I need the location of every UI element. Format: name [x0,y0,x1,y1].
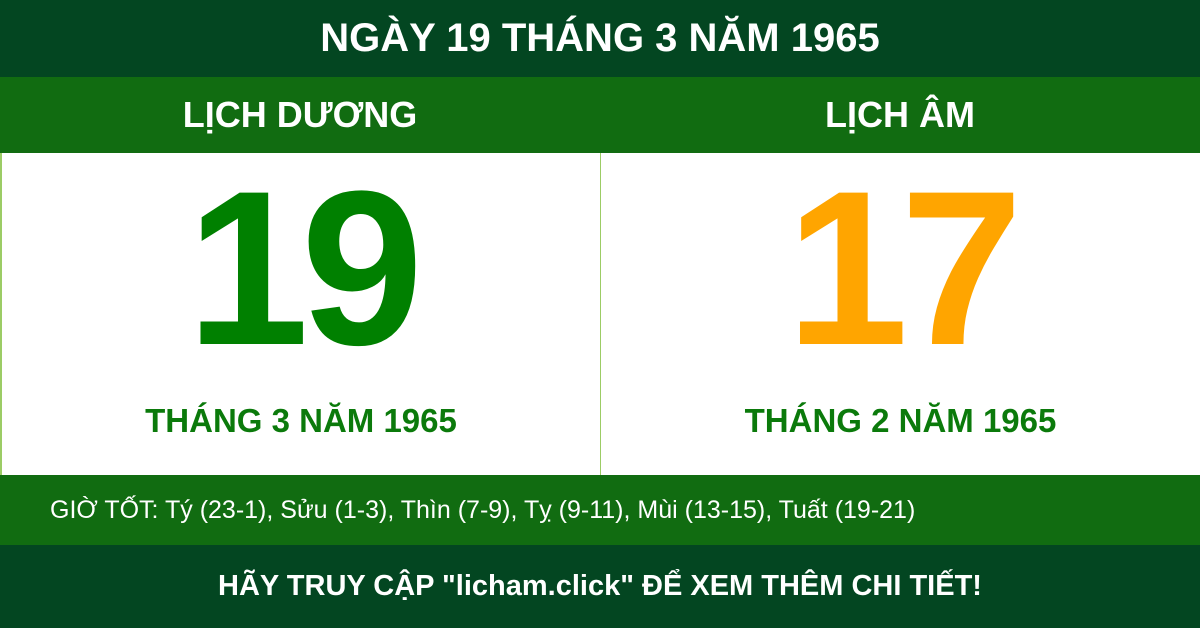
calendar-headers: LỊCH DƯƠNG LỊCH ÂM [0,77,1200,153]
solar-calendar-label: LỊCH DƯƠNG [182,94,418,135]
lunar-calendar-label: LỊCH ÂM [825,94,975,135]
solar-panel: 19 THÁNG 3 NĂM 1965 [0,153,600,475]
solar-month-year: THÁNG 3 NĂM 1965 [145,402,457,439]
lunar-day: 17 [786,153,1023,391]
lunar-month-year: THÁNG 2 NĂM 1965 [744,402,1057,439]
good-hours: GIỜ TỐT: Tý (23-1), Sửu (1-3), Thìn (7-9… [0,475,1200,545]
page-title: NGÀY 19 THÁNG 3 NĂM 1965 [0,0,1200,77]
footer-cta: HÃY TRUY CẬP "licham.click" ĐỂ XEM THÊM … [0,545,1200,628]
solar-day: 19 [186,153,424,391]
lunar-panel: 17 THÁNG 2 NĂM 1965 [600,153,1200,475]
